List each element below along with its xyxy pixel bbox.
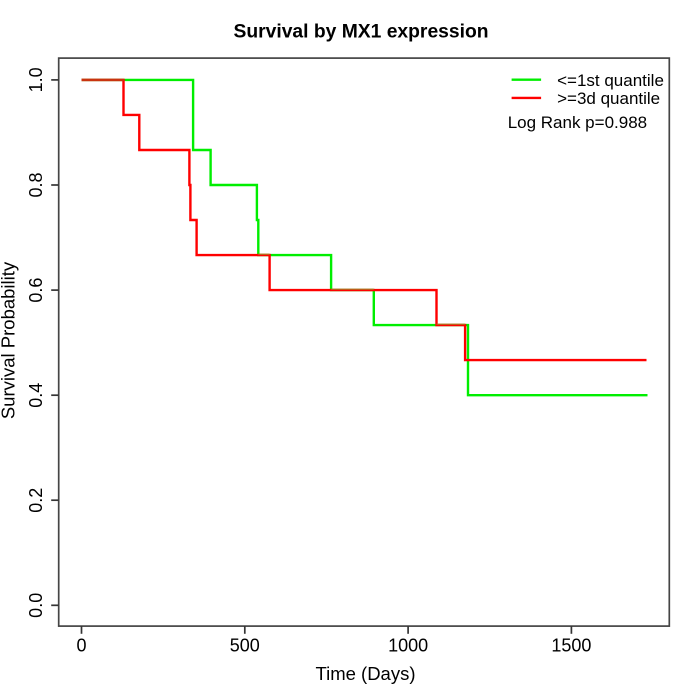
svg-text:0.8: 0.8 <box>26 172 46 197</box>
svg-text:1.0: 1.0 <box>26 67 46 92</box>
svg-text:1500: 1500 <box>551 636 591 656</box>
svg-text:Survival by MX1 expression: Survival by MX1 expression <box>233 22 488 43</box>
svg-text:0: 0 <box>76 636 86 656</box>
svg-text:0.6: 0.6 <box>26 278 46 303</box>
svg-text:0.0: 0.0 <box>26 593 46 618</box>
svg-text:0.2: 0.2 <box>26 488 46 513</box>
svg-text:Survival Probability: Survival Probability <box>0 261 19 419</box>
svg-text:0.4: 0.4 <box>26 383 46 408</box>
svg-text:Time (Days): Time (Days) <box>315 663 415 684</box>
svg-text:<=1st quantile: <=1st quantile <box>557 71 664 90</box>
svg-text:Log Rank p=0.988: Log Rank p=0.988 <box>508 113 647 132</box>
svg-text:1000: 1000 <box>388 636 428 656</box>
svg-text:>=3d quantile: >=3d quantile <box>557 89 660 108</box>
svg-text:500: 500 <box>230 636 260 656</box>
